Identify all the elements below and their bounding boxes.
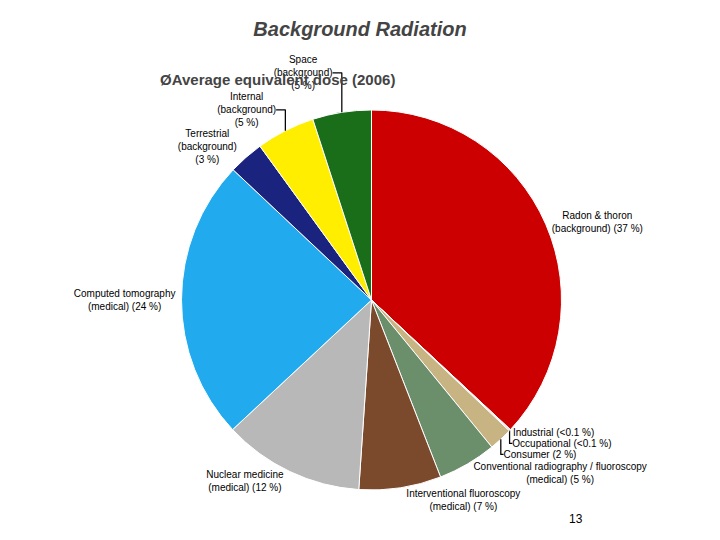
svg-text:Terrestrial(background)(3 %): Terrestrial(background)(3 %) bbox=[178, 128, 237, 165]
svg-text:Conventional radiography / flu: Conventional radiography / fluoroscopy(m… bbox=[473, 461, 646, 485]
svg-text:Space(background)(5 %): Space(background)(5 %) bbox=[274, 54, 333, 91]
svg-text:Occupational (<0.1 %): Occupational (<0.1 %) bbox=[512, 438, 611, 449]
svg-text:Nuclear medicine(medical) (12: Nuclear medicine(medical) (12 %) bbox=[206, 469, 284, 493]
svg-text:Industrial (<0.1 %): Industrial (<0.1 %) bbox=[513, 427, 594, 438]
svg-text:Background Radiation: Background Radiation bbox=[253, 18, 466, 40]
svg-text:Computed tomography(medical) (: Computed tomography(medical) (24 %) bbox=[74, 288, 176, 312]
svg-text:Consumer (2 %): Consumer (2 %) bbox=[504, 449, 577, 460]
svg-text:Interventional fluoroscopy(med: Interventional fluoroscopy(medical) (7 %… bbox=[406, 488, 520, 512]
svg-text:ØAverage equivalent dose (2006: ØAverage equivalent dose (2006) bbox=[160, 71, 395, 88]
svg-text:13: 13 bbox=[569, 512, 583, 526]
svg-text:Internal(background)(5 %): Internal(background)(5 %) bbox=[217, 91, 276, 128]
svg-text:Radon & thoron(background) (37: Radon & thoron(background) (37 %) bbox=[552, 210, 643, 234]
